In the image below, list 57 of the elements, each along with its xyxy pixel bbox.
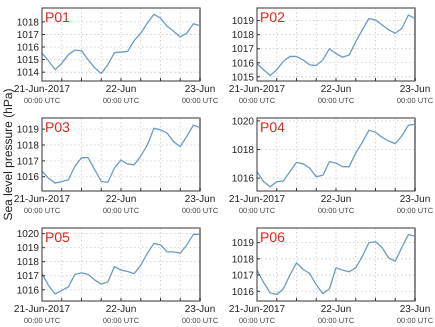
y-tick-label: 1016 bbox=[232, 58, 254, 70]
line-series bbox=[257, 234, 415, 296]
y-tick-label: 1017 bbox=[232, 270, 254, 282]
y-tick-label: 1020 bbox=[16, 229, 40, 240]
y-tick-label: 1019 bbox=[232, 16, 254, 28]
y-tick-label: 1018 bbox=[16, 257, 40, 268]
line-series bbox=[42, 14, 200, 74]
line-series bbox=[257, 124, 415, 188]
chart-title: P06 bbox=[260, 229, 286, 245]
x-tick-label: 22-Jun 00:00 UTC bbox=[318, 84, 355, 105]
y-tick-label: 1017 bbox=[16, 271, 40, 282]
x-tick-label: 23-Jun 00:00 UTC bbox=[396, 194, 434, 215]
chart-title: P02 bbox=[260, 9, 286, 25]
y-tick-label: 1018 bbox=[232, 30, 254, 42]
chart-title: P05 bbox=[45, 229, 70, 245]
y-tick-label: 1018 bbox=[16, 140, 40, 152]
x-tick-label: 22-Jun 00:00 UTC bbox=[318, 194, 355, 215]
x-tick-label: 22-Jun 00:00 UTC bbox=[102, 84, 140, 105]
x-tick-label: 23-Jun 00:00 UTC bbox=[396, 304, 434, 325]
y-tick-label: 1020 bbox=[232, 116, 254, 128]
x-tick-label: 23-Jun 00:00 UTC bbox=[182, 194, 219, 215]
chart-title: P04 bbox=[260, 119, 286, 135]
chart-title: P03 bbox=[45, 119, 70, 135]
x-tick-label: 21-Jun-2017 00:00 UTC bbox=[14, 194, 71, 215]
x-tick-label: 23-Jun 00:00 UTC bbox=[182, 84, 219, 105]
x-tick-label: 21-Jun-2017 00:00 UTC bbox=[228, 304, 286, 325]
x-tick-label: 21-Jun-2017 00:00 UTC bbox=[228, 194, 286, 215]
y-tick-label: 1016 bbox=[16, 42, 40, 54]
line-series bbox=[257, 14, 415, 76]
x-tick-label: 23-Jun 00:00 UTC bbox=[182, 304, 219, 325]
x-tick-label: 23-Jun 00:00 UTC bbox=[396, 84, 434, 105]
x-tick-label: 22-Jun 00:00 UTC bbox=[102, 194, 140, 215]
x-tick-label: 22-Jun 00:00 UTC bbox=[318, 304, 355, 325]
y-tick-label: 1018 bbox=[16, 17, 40, 28]
y-tick-label: 1015 bbox=[16, 55, 40, 66]
y-tick-label: 1015 bbox=[232, 72, 254, 84]
x-tick-label: 21-Jun-2017 00:00 UTC bbox=[228, 84, 286, 105]
y-tick-label: 1017 bbox=[16, 156, 40, 168]
y-tick-label: 1018 bbox=[232, 144, 254, 156]
y-tick-label: 1019 bbox=[16, 124, 40, 136]
chart-title: P01 bbox=[45, 9, 70, 25]
y-tick-label: 1016 bbox=[16, 285, 40, 296]
x-tick-label: 21-Jun-2017 00:00 UTC bbox=[14, 84, 71, 105]
y-tick-label: 1018 bbox=[232, 254, 254, 266]
line-series bbox=[42, 234, 200, 295]
line-series bbox=[42, 124, 200, 184]
y-tick-label: 1016 bbox=[232, 174, 254, 185]
y-tick-label: 1016 bbox=[16, 172, 40, 184]
y-tick-label: 1017 bbox=[16, 30, 40, 41]
y-tick-label: 1014 bbox=[16, 68, 40, 79]
y-tick-label: 1019 bbox=[16, 243, 40, 254]
x-tick-label: 21-Jun-2017 00:00 UTC bbox=[14, 304, 71, 325]
x-tick-label: 22-Jun 00:00 UTC bbox=[102, 304, 140, 325]
y-axis-title: Sea level pressure (hPa) bbox=[1, 88, 15, 221]
y-tick-label: 1016 bbox=[232, 286, 254, 298]
y-tick-label: 1019 bbox=[232, 238, 254, 250]
y-tick-label: 1017 bbox=[232, 44, 254, 56]
